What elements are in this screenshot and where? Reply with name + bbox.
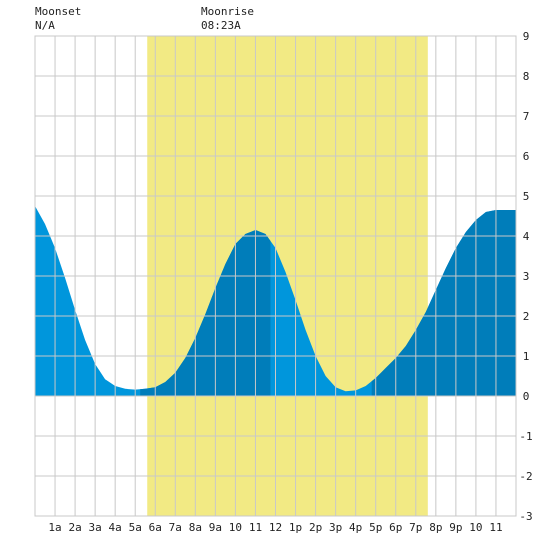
x-tick-label: 4p <box>349 521 362 534</box>
x-tick-label: 7a <box>169 521 182 534</box>
y-tick-label: 9 <box>523 30 530 43</box>
y-tick-label: 6 <box>523 150 530 163</box>
x-tick-label: 1a <box>48 521 61 534</box>
x-tick-label: 3p <box>329 521 342 534</box>
x-tick-label: 2a <box>68 521 81 534</box>
y-tick-label: 5 <box>523 190 530 203</box>
y-tick-label: 0 <box>523 390 530 403</box>
x-tick-label: 11 <box>249 521 262 534</box>
moonset-time: N/A <box>35 19 55 32</box>
y-tick-label: -1 <box>519 430 532 443</box>
y-tick-label: 8 <box>523 70 530 83</box>
y-tick-label: 3 <box>523 270 530 283</box>
x-tick-label: 4a <box>109 521 122 534</box>
y-tick-label: 4 <box>523 230 530 243</box>
x-tick-label: 9a <box>209 521 222 534</box>
x-tick-label: 5a <box>129 521 142 534</box>
x-tick-label: 7p <box>409 521 422 534</box>
x-tick-label: 8p <box>429 521 442 534</box>
x-tick-label: 10 <box>469 521 482 534</box>
x-tick-label: 1p <box>289 521 302 534</box>
y-axis-ticks: -3 -2 -1 0 1 2 3 4 5 6 7 8 9 <box>519 30 532 523</box>
y-tick-label: 7 <box>523 110 530 123</box>
x-tick-label: 6p <box>389 521 402 534</box>
x-tick-label: 3a <box>89 521 102 534</box>
x-axis-ticks: 1a 2a 3a 4a 5a 6a 7a 8a 9a 10 11 12 1p 2p 3p 4p 5p 6p 7p 8p… <box>48 521 502 534</box>
moonset-label: Moonset <box>35 5 81 18</box>
moonrise-label: Moonrise <box>201 5 254 18</box>
x-tick-label: 8a <box>189 521 202 534</box>
x-tick-label: 5p <box>369 521 382 534</box>
grid <box>34 35 517 517</box>
plot-frame <box>34 35 517 517</box>
x-tick-label: 12 <box>269 521 282 534</box>
y-tick-label: 1 <box>523 350 530 363</box>
x-tick-label: 2p <box>309 521 322 534</box>
y-tick-label: -3 <box>519 510 532 523</box>
x-tick-label: 6a <box>149 521 162 534</box>
x-tick-label: 9p <box>449 521 462 534</box>
moonrise-time: 08:23A <box>201 19 241 32</box>
x-tick-label: 11 <box>489 521 502 534</box>
x-tick-label: 10 <box>229 521 242 534</box>
y-tick-label: 2 <box>523 310 530 323</box>
y-tick-label: -2 <box>519 470 532 483</box>
